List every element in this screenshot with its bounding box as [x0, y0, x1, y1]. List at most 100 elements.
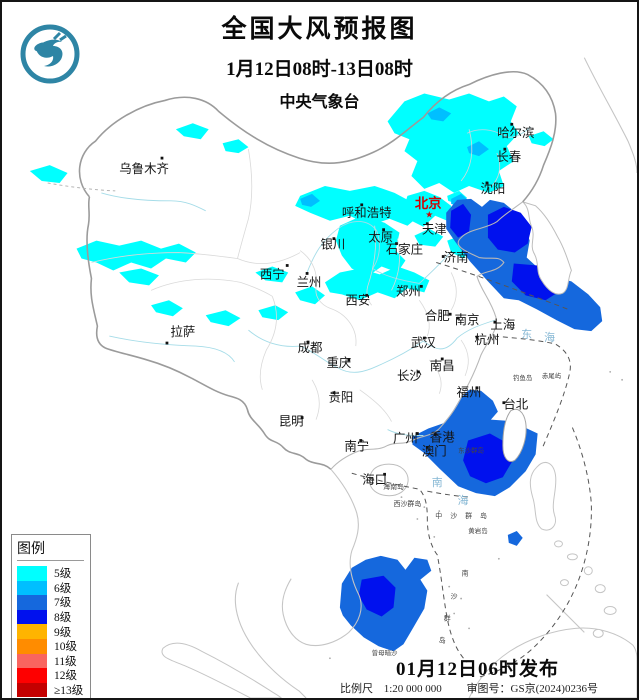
wind-area-5级 [255, 266, 289, 283]
wind-area-8级 [487, 206, 532, 253]
legend-row: 10级 [17, 638, 90, 654]
province-borders-layer [91, 129, 501, 422]
wind-area-5级 [258, 305, 289, 321]
china-southwest-border [86, 196, 332, 470]
city-dot [416, 370, 420, 374]
city-dot [456, 316, 460, 320]
island-label: 海南岛 [383, 482, 404, 491]
city-label: 呼和浩特 [342, 205, 392, 220]
city-dot [383, 472, 386, 476]
wind-area-8级 [450, 203, 472, 238]
wind-areas-layer [29, 93, 603, 652]
island-label: 黄岩岛 [468, 526, 487, 535]
city-label: 石家庄 [386, 242, 423, 257]
legend-label: 6级 [54, 582, 72, 595]
city-dot [347, 358, 351, 362]
city-label: 成都 [298, 341, 323, 355]
city-dot [360, 203, 364, 207]
wind-area-5级 [403, 190, 452, 227]
china-north-border [78, 71, 557, 203]
city-label: 澳门 [422, 443, 447, 458]
legend-rows: 5级 6级 7级 8级 9级 10级 11级 12级 ≥13级 [17, 566, 90, 698]
wind-area-5级 [335, 215, 406, 277]
city-label: 海口 [362, 472, 387, 487]
city-label: 南昌 [430, 358, 455, 373]
city-dot [503, 147, 507, 151]
wind-area-5级 [205, 310, 241, 327]
city-dot [359, 439, 363, 442]
city-label: 济南 [444, 250, 469, 265]
city-label: 广州 [393, 431, 418, 445]
capital-star: ★ [425, 210, 433, 220]
city-label: 长沙 [397, 369, 422, 383]
philippine-islet [566, 553, 578, 561]
legend-row: ≥13级 [17, 682, 90, 698]
wind-area-5级 [414, 228, 444, 247]
city-dot [332, 391, 336, 395]
island-label: 群 [444, 613, 451, 622]
city-dot [419, 284, 423, 288]
russia-coast [583, 57, 637, 174]
philippine-islet [592, 628, 604, 638]
legend-swatch [17, 653, 47, 669]
city-label: 西宁 [260, 266, 285, 281]
city-label: 香港 [430, 430, 455, 444]
city-label: 太原 [368, 230, 393, 245]
city-label: 长春 [496, 150, 521, 164]
legend-label: 8级 [54, 612, 72, 625]
islands-layer [161, 201, 637, 698]
yellow-river [306, 221, 450, 284]
legend-row: 11级 [17, 653, 90, 669]
city-dot [493, 320, 497, 324]
city-label: 银川 [321, 238, 346, 252]
coastline-layer [234, 57, 637, 698]
city-dot [165, 341, 169, 345]
city-dot [475, 386, 479, 390]
legend-swatch [17, 580, 47, 596]
city-dot [485, 181, 489, 185]
island-label: 沙 [451, 593, 458, 601]
songhua-river [466, 126, 531, 138]
malay-coast [234, 582, 307, 698]
city-label: 上海 [490, 317, 515, 332]
palawan-coast [546, 594, 585, 633]
taiwan-island [502, 408, 527, 462]
legend-label: 12级 [54, 670, 77, 683]
city-label: 福州 [457, 385, 482, 400]
wind-area-5级 [222, 139, 249, 154]
wind-area-5级 [387, 93, 519, 193]
city-dot [300, 416, 304, 420]
city-label: 南京 [455, 312, 480, 327]
city-dot [441, 255, 445, 258]
philippine-islet [594, 584, 606, 594]
wind-area-5级 [175, 123, 209, 140]
sumatra-island [161, 642, 282, 698]
legend-swatch [17, 682, 47, 698]
city-label: 兰州 [297, 275, 322, 289]
city-label: 天津 [422, 223, 447, 237]
city-dot [160, 156, 164, 160]
island-label: 南 [462, 569, 469, 578]
city-label: 拉萨 [170, 324, 195, 339]
city-dot [332, 237, 336, 241]
sea-label: 海 [458, 493, 469, 507]
pearl-river [387, 429, 424, 436]
wind-area-6级 [427, 107, 452, 122]
dashed-boundaries-layer [47, 182, 592, 678]
island-label: 岛 [439, 635, 446, 644]
legend-swatch [17, 566, 47, 581]
city-label: 沈阳 [480, 181, 505, 196]
logo-dragon-head [34, 42, 48, 52]
city-label: 贵阳 [328, 391, 353, 405]
city-dot [306, 340, 310, 344]
legend-row: 12级 [17, 668, 90, 683]
city-dot [415, 432, 419, 435]
capital-label: 北京 [415, 195, 442, 211]
city-dot [475, 335, 479, 339]
legend-swatch [17, 609, 47, 625]
sea-label: 海 [544, 330, 555, 344]
legend-label: 10级 [54, 641, 77, 654]
city-dot [305, 272, 309, 275]
